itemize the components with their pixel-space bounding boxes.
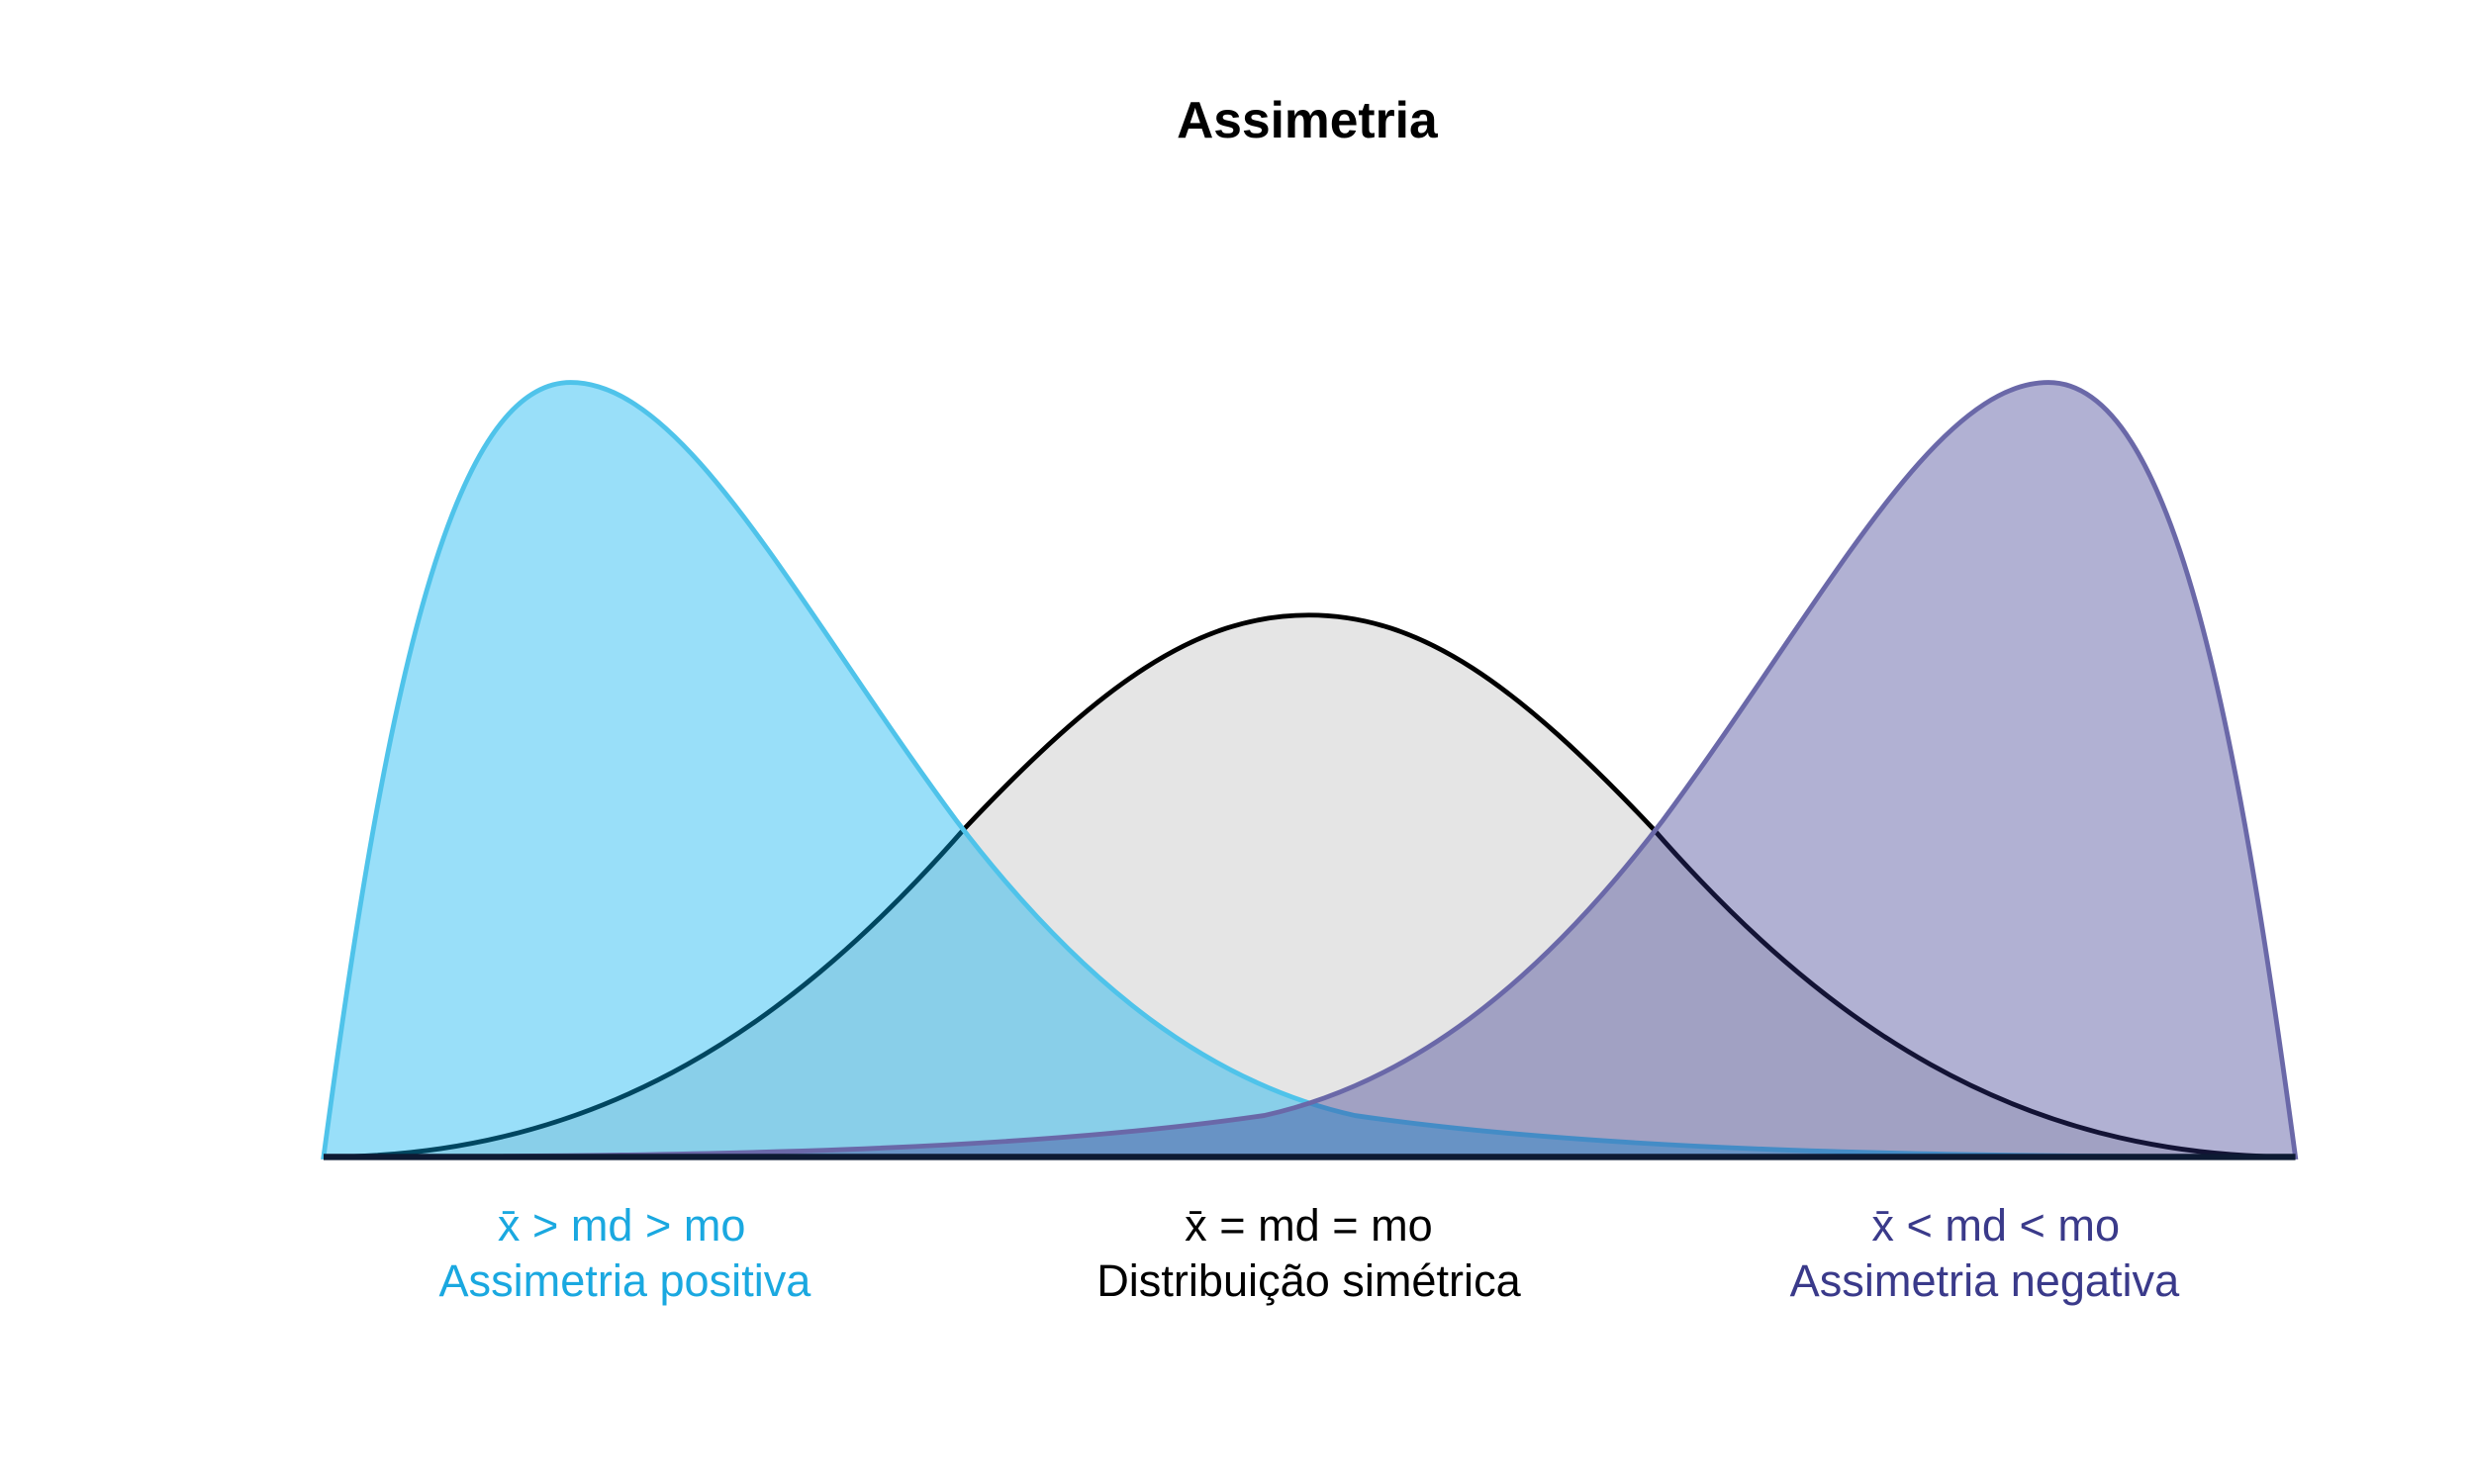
distribution-label: Distribuição simétrica — [1096, 1255, 1521, 1306]
distribution-label: Assimetria positiva — [438, 1255, 811, 1306]
relation-label: x̄ = md = mo — [1185, 1200, 1433, 1251]
relation-label: x̄ < md < mo — [1871, 1200, 2120, 1251]
relation-label: x̄ > md > mo — [498, 1200, 746, 1251]
diagram-body: Assimetria x̄ > md > mo Assimetria posit… — [321, 91, 2299, 1306]
title: Assimetria — [1177, 91, 1438, 148]
negative-skew-curve — [323, 380, 2299, 1159]
symmetric-curve — [323, 612, 2296, 1159]
distribution-label: Assimetria negativa — [1790, 1255, 2180, 1306]
positive-skew-curve — [321, 380, 2296, 1159]
